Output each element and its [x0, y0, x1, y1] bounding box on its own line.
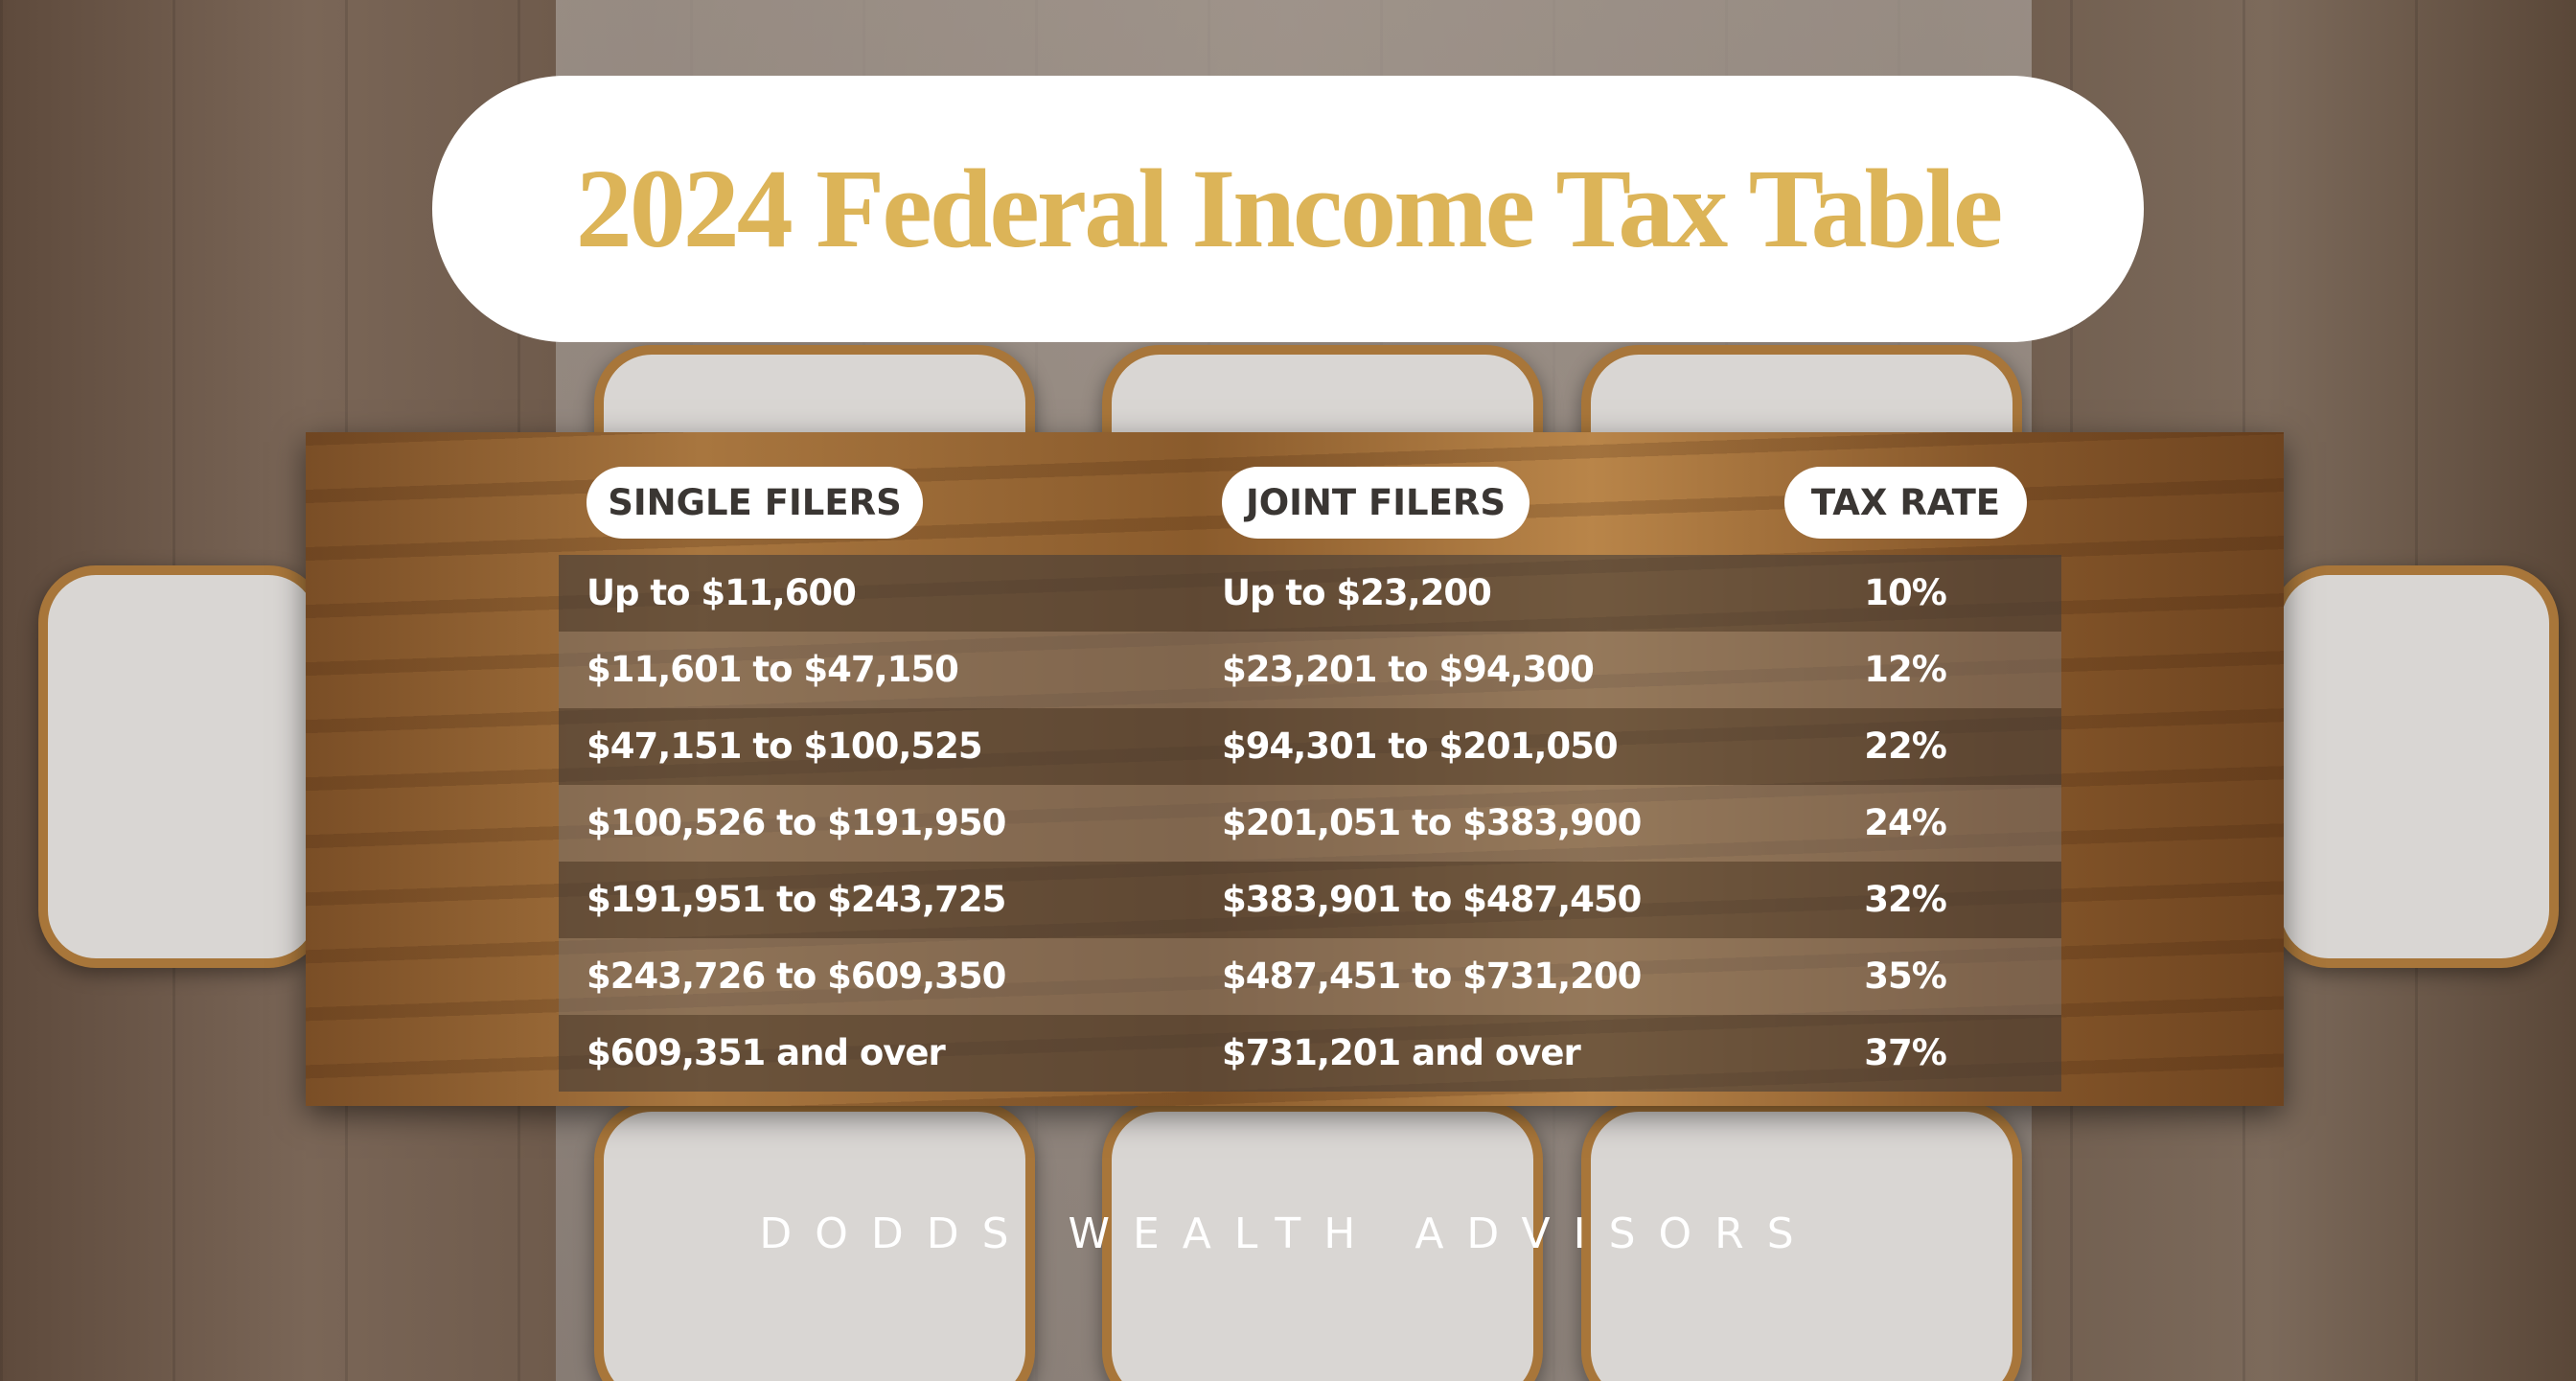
table-cell: $47,151 to $100,525 — [586, 725, 983, 767]
table-body: Up to $11,600 Up to $23,200 10% $11,601 to … — [559, 555, 2061, 1092]
table-cell: Up to $23,200 — [1222, 572, 1492, 613]
title-pill: 2024 Federal Income Tax Table — [432, 76, 2144, 342]
table-row: Up to $11,600 Up to $23,200 10% — [559, 555, 2061, 632]
table-cell: $731,201 and over — [1222, 1032, 1581, 1073]
table-cell: 24% — [1864, 802, 1947, 843]
column-header: SINGLE FILERS — [586, 467, 923, 539]
table-row: $100,526 to $191,950 $201,051 to $383,900… — [559, 785, 2061, 862]
column-header: TAX RATE — [1784, 467, 2027, 539]
table-row: $191,951 to $243,725 $383,901 to $487,450… — [559, 862, 2061, 938]
column-header: JOINT FILERS — [1222, 467, 1530, 539]
chair — [1102, 1102, 1543, 1381]
table-cell: Up to $11,600 — [586, 572, 857, 613]
table-cell: 12% — [1864, 649, 1947, 690]
table-cell: $23,201 to $94,300 — [1222, 649, 1595, 690]
chair — [594, 1102, 1035, 1381]
table-row: $609,351 and over $731,201 and over 37% — [559, 1015, 2061, 1092]
table-cell: $487,451 to $731,200 — [1222, 955, 1642, 997]
table-cell: $243,726 to $609,350 — [586, 955, 1006, 997]
chair — [1581, 1102, 2022, 1381]
chair — [2271, 565, 2559, 968]
chair — [38, 565, 326, 968]
table-cell: $191,951 to $243,725 — [586, 879, 1006, 920]
table-cell: $11,601 to $47,150 — [586, 649, 959, 690]
table-cell: 10% — [1864, 572, 1947, 613]
title: 2024 Federal Income Tax Table — [575, 146, 2003, 271]
table-cell: 32% — [1864, 879, 1947, 920]
table-cell: $383,901 to $487,450 — [1222, 879, 1642, 920]
table-cell: $94,301 to $201,050 — [1222, 725, 1619, 767]
table-row: $11,601 to $47,150 $23,201 to $94,300 12% — [559, 632, 2061, 708]
table-cell: $201,051 to $383,900 — [1222, 802, 1642, 843]
table-cell: $609,351 and over — [586, 1032, 946, 1073]
footer: DODDS WEALTH ADVISORS — [759, 1209, 1817, 1258]
table-row: $47,151 to $100,525 $94,301 to $201,050 22… — [559, 708, 2061, 785]
table-cell: 22% — [1864, 725, 1947, 767]
table-cell: 35% — [1864, 955, 1947, 997]
table-cell: $100,526 to $191,950 — [586, 802, 1006, 843]
table-row: $243,726 to $609,350 $487,451 to $731,200… — [559, 938, 2061, 1015]
table-cell: 37% — [1864, 1032, 1947, 1073]
